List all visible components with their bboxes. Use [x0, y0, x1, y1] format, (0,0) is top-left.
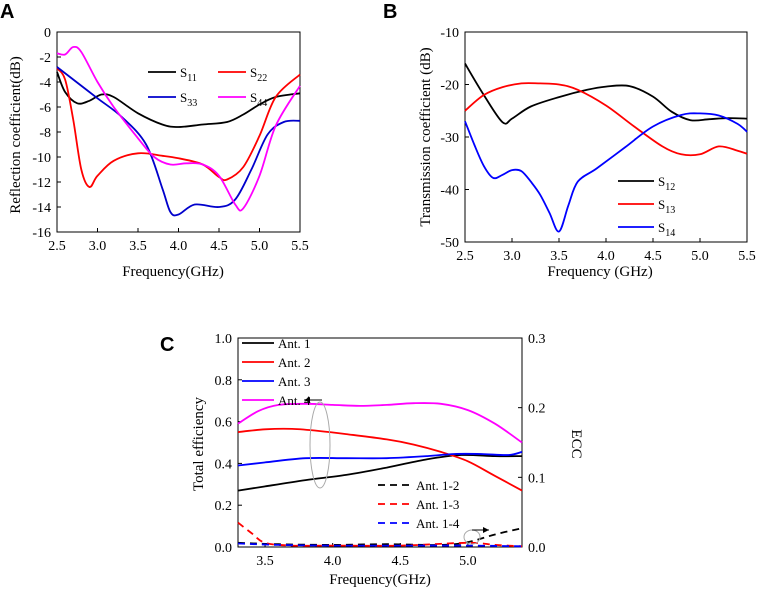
- y-tick-label: -6: [39, 101, 51, 116]
- chart-b-ylabel: Transmission coefficient (dB): [418, 47, 434, 226]
- chart-a-ylabel: Reflection coefficient(dB): [8, 56, 24, 214]
- series-line-ant-1-3: [237, 521, 523, 548]
- series-line-ant-3: [237, 451, 523, 467]
- x-tick-label: 5.0: [691, 249, 709, 264]
- y2-tick-label: 0.2: [528, 402, 546, 417]
- legend-label: Ant. 1-3: [416, 497, 459, 512]
- y-tick-label: -2: [39, 51, 51, 66]
- y-tick-label: -30: [440, 131, 459, 146]
- x-tick-label: 4.5: [644, 249, 662, 264]
- x-tick-label: 4.5: [392, 554, 410, 569]
- x-tick-label: 3.5: [256, 554, 274, 569]
- chart-c-y2label: ECC: [568, 429, 584, 458]
- right-axis-arrowhead: [483, 527, 489, 533]
- plot-frame: [464, 31, 748, 243]
- y-tick-label: -20: [440, 79, 459, 94]
- chart-a-xlabel: Frequency(GHz): [122, 264, 224, 280]
- y-tick-label: 0: [44, 26, 51, 41]
- chart-a-axes: 2.5 3.0 3.5 4.0 4.5 5.0 5.5 0 -2 -4 -6 -8 -10 -12 -14 -…: [32, 26, 308, 254]
- chart-c-legend: Ant. 1 Ant. 2 Ant. 3 Ant. 4 Ant. 1-2 Ant. 1-3…: [242, 336, 460, 531]
- chart-b-axes: 2.5 3.0 3.5 4.0 4.5 5.0 5.5 -10 -20 -30 -40 -50: [440, 26, 755, 264]
- y-tick-label: 1.0: [215, 332, 233, 347]
- legend-label: Ant. 4: [278, 393, 311, 408]
- y-tick-label: -10: [440, 26, 459, 41]
- series-line-ant-1-2: [237, 527, 523, 546]
- series-line-s12: [464, 63, 748, 125]
- legend-label: S11: [180, 65, 197, 84]
- x-tick-label: 3.0: [503, 249, 521, 264]
- legend-label: Ant. 3: [278, 374, 311, 389]
- panel-label-c: C: [160, 334, 174, 356]
- series-line-s44: [56, 45, 301, 212]
- x-tick-label: 4.0: [324, 554, 342, 569]
- x-tick-label: 3.0: [89, 239, 107, 254]
- x-tick-label: 2.5: [456, 249, 474, 264]
- y-tick-label: -10: [32, 151, 51, 166]
- y-tick-label: 0.0: [215, 541, 233, 556]
- y2-tick-label: 0.1: [528, 471, 546, 486]
- x-tick-label: 2.5: [48, 239, 66, 254]
- series-line-s13: [464, 82, 748, 157]
- series-line-s14: [464, 112, 748, 233]
- y-tick-label: -8: [39, 126, 51, 141]
- panel-label-a: A: [0, 1, 14, 23]
- y-tick-label: -50: [440, 236, 459, 251]
- legend-label: Ant. 1-4: [416, 516, 460, 531]
- y-tick-label: -4: [39, 76, 51, 91]
- chart-c-xlabel: Frequency(GHz): [329, 572, 431, 588]
- series-line-s33: [56, 66, 301, 217]
- legend-label: S12: [658, 174, 675, 193]
- y-tick-label: 0.8: [215, 374, 233, 389]
- x-tick-label: 5.0: [251, 239, 269, 254]
- legend-label: S13: [658, 197, 675, 216]
- panel-label-b: B: [383, 1, 397, 23]
- x-tick-label: 5.0: [459, 554, 477, 569]
- chart-b-legend: S12 S13 S14: [618, 174, 675, 239]
- left-axis-indicator-ellipse: [309, 401, 331, 489]
- x-tick-label: 4.0: [597, 249, 615, 264]
- x-tick-label: 3.5: [550, 249, 568, 264]
- legend-label: S14: [658, 220, 675, 239]
- y-tick-label: -12: [32, 176, 51, 191]
- chart-c-axes: 3.5 4.0 4.5 5.0 0.0 0.2 0.4 0.6 0.8 1.0 0.0 0.1 0.2 0…: [215, 332, 546, 569]
- series-line-s11: [56, 71, 301, 128]
- legend-label: Ant. 1: [278, 336, 311, 351]
- series-line-ant-1-4: [237, 542, 523, 548]
- y2-tick-label: 0.0: [528, 541, 546, 556]
- y-tick-label: 0.2: [215, 499, 233, 514]
- x-tick-label: 5.5: [738, 249, 756, 264]
- y-tick-label: -16: [32, 226, 51, 241]
- series-line-s22: [56, 67, 301, 188]
- x-tick-label: 4.0: [170, 239, 188, 254]
- chart-c-annotations: [304, 397, 489, 545]
- left-axis-arrowhead: [304, 397, 310, 403]
- y-tick-label: -40: [440, 184, 459, 199]
- y-tick-label: -14: [32, 201, 51, 216]
- legend-label: Ant. 1-2: [416, 478, 459, 493]
- y2-tick-label: 0.3: [528, 332, 546, 347]
- x-tick-label: 4.5: [210, 239, 228, 254]
- series-line-ant-4: [237, 402, 523, 444]
- series-line-ant-2: [237, 427, 523, 492]
- legend-label: S22: [250, 65, 267, 84]
- x-tick-label: 5.5: [291, 239, 309, 254]
- x-tick-label: 3.5: [129, 239, 147, 254]
- chart-a-legend: S11 S22 S33 S44: [148, 65, 267, 109]
- plot-frame: [56, 31, 301, 233]
- legend-label: S44: [250, 90, 267, 109]
- legend-label: S33: [180, 90, 197, 109]
- chart-c-ylabel: Total efficiency: [191, 396, 207, 491]
- chart-b-xlabel: Frequency (GHz): [547, 264, 652, 280]
- y-tick-label: 0.4: [215, 457, 233, 472]
- legend-label: Ant. 2: [278, 355, 311, 370]
- y-tick-label: 0.6: [215, 416, 233, 431]
- series-line-ant-1: [237, 453, 523, 492]
